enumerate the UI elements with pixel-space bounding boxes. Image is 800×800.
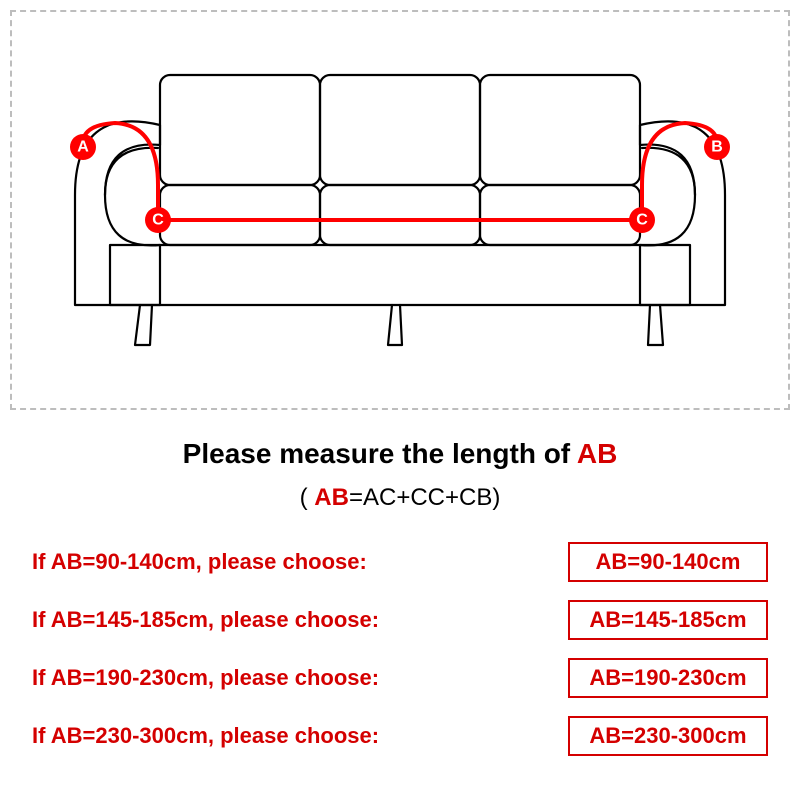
formula-open: ( [300, 484, 315, 511]
option-box: AB=190-230cm [568, 658, 768, 698]
marker-c-left: C [152, 212, 164, 229]
marker-b: B [711, 139, 723, 156]
marker-a: A [77, 139, 89, 156]
option-text: If AB=90-140cm, please choose: [32, 549, 367, 575]
instruction-line: Please measure the length of AB [10, 438, 790, 470]
marker-c-right: C [636, 212, 648, 229]
option-row: If AB=190-230cm, please choose: AB=190-2… [32, 658, 768, 698]
option-row: If AB=145-185cm, please choose: AB=145-1… [32, 600, 768, 640]
option-box: AB=145-185cm [568, 600, 768, 640]
option-text: If AB=190-230cm, please choose: [32, 665, 379, 691]
option-text: If AB=145-185cm, please choose: [32, 607, 379, 633]
option-text: If AB=230-300cm, please choose: [32, 723, 379, 749]
option-row: If AB=90-140cm, please choose: AB=90-140… [32, 542, 768, 582]
option-box: AB=230-300cm [568, 716, 768, 756]
diagram-frame: A B C C [10, 10, 790, 410]
formula-rest: =AC+CC+CB) [349, 484, 500, 511]
options-list: If AB=90-140cm, please choose: AB=90-140… [10, 542, 790, 756]
formula-line: ( AB=AC+CC+CB) [10, 484, 790, 512]
formula-ab: AB [314, 484, 349, 511]
option-row: If AB=230-300cm, please choose: AB=230-3… [32, 716, 768, 756]
option-box: AB=90-140cm [568, 542, 768, 582]
instruction-highlight: AB [577, 438, 617, 469]
sofa-diagram: A B C C [40, 45, 760, 375]
instruction-prefix: Please measure the length of [183, 438, 577, 469]
